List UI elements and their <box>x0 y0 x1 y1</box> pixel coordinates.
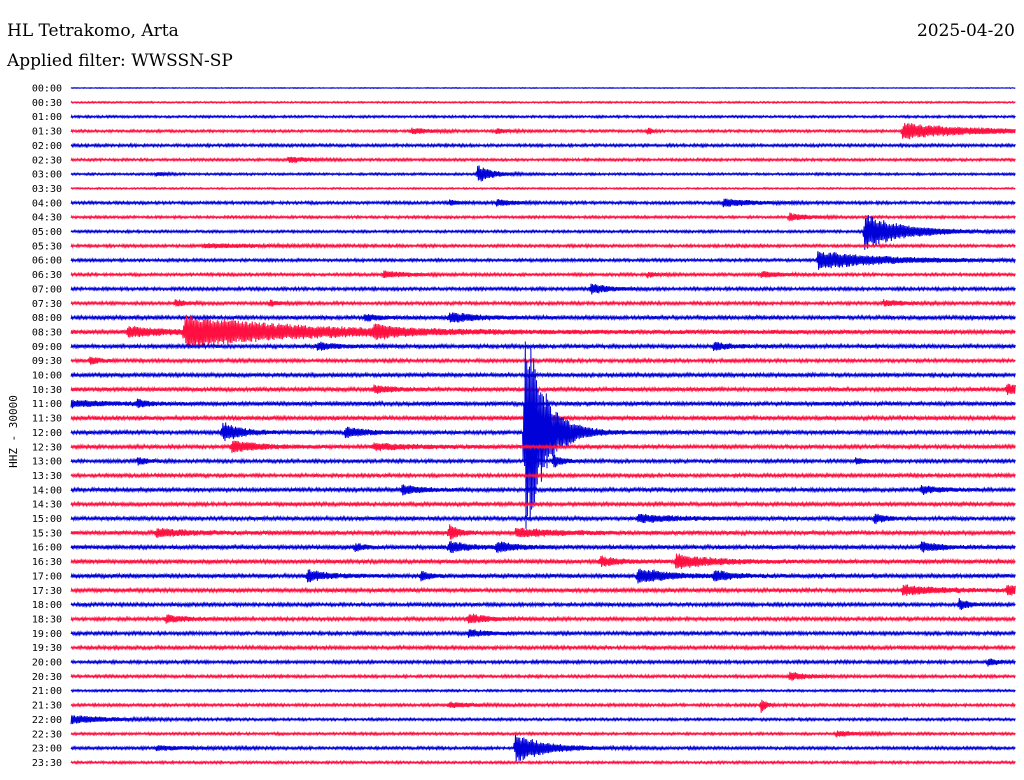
row-time-label: 22:00 <box>32 715 62 726</box>
row-time-label: 18:30 <box>32 614 62 625</box>
row-time-label: 08:00 <box>32 313 62 324</box>
row-time-label: 16:00 <box>32 543 62 554</box>
row-time-label: 14:30 <box>32 500 62 511</box>
row-time-label: 05:30 <box>32 241 62 252</box>
row-time-label: 21:30 <box>32 701 62 712</box>
trace-line <box>70 759 1016 766</box>
trace-line <box>70 341 1016 351</box>
row-time-label: 05:00 <box>32 227 62 238</box>
row-time-label: 09:30 <box>32 356 62 367</box>
trace-line <box>70 629 1016 638</box>
row-time-label: 12:30 <box>32 442 62 453</box>
trace-line <box>70 671 1016 681</box>
trace-line <box>70 186 1016 191</box>
trace-line <box>70 270 1016 279</box>
row-time-label: 11:00 <box>32 399 62 410</box>
trace-line <box>70 383 1016 396</box>
trace-line <box>70 553 1016 570</box>
trace-line <box>70 500 1016 508</box>
trace-line <box>70 283 1016 295</box>
trace-line <box>70 658 1016 667</box>
row-time-label: 04:30 <box>32 213 62 224</box>
trace-line <box>70 100 1016 105</box>
trace-line <box>70 597 1016 610</box>
row-time-label: 19:00 <box>32 629 62 640</box>
row-time-label: 06:00 <box>32 256 62 267</box>
trace-line <box>70 730 1016 738</box>
trace-line <box>70 212 1016 222</box>
row-time-label: 13:00 <box>32 457 62 468</box>
row-time-label: 19:30 <box>32 643 62 654</box>
row-time-label: 12:00 <box>32 428 62 439</box>
trace-line <box>70 156 1016 163</box>
row-time-label: 11:30 <box>32 414 62 425</box>
row-time-label: 00:30 <box>32 98 62 109</box>
trace-line <box>70 454 1016 468</box>
row-time-label: 17:00 <box>32 571 62 582</box>
trace-line <box>70 341 1016 529</box>
row-time-label: 03:30 <box>32 184 62 195</box>
row-time-label: 04:00 <box>32 198 62 209</box>
row-time-label: 20:30 <box>32 672 62 683</box>
row-time-label: 02:30 <box>32 155 62 166</box>
trace-line <box>70 356 1016 365</box>
trace-line <box>70 122 1016 140</box>
trace-line <box>70 484 1016 496</box>
row-time-label: 23:00 <box>32 744 62 755</box>
trace-line <box>70 734 1016 761</box>
row-time-label: 10:30 <box>32 385 62 396</box>
trace-line <box>70 242 1016 250</box>
trace-line <box>70 471 1016 479</box>
row-time-label: 16:30 <box>32 557 62 568</box>
trace-line <box>70 524 1016 540</box>
row-time-label: 18:00 <box>32 600 62 611</box>
record-date: 2025-04-20 <box>916 21 1015 41</box>
row-time-label: 03:00 <box>32 170 62 181</box>
trace-line <box>70 440 1016 453</box>
row-time-label: 23:30 <box>32 758 62 769</box>
row-time-label: 20:00 <box>32 658 62 669</box>
filter-label: Applied filter: WWSSN-SP <box>7 51 233 71</box>
trace-line <box>70 715 1016 725</box>
trace-line <box>70 699 1016 713</box>
trace-line <box>70 688 1016 694</box>
trace-line <box>70 584 1016 596</box>
trace-line <box>70 613 1016 624</box>
row-time-label: 09:00 <box>32 342 62 353</box>
row-time-label: 15:00 <box>32 514 62 525</box>
trace-line <box>70 312 1016 323</box>
trace-line <box>70 315 1016 349</box>
trace-line <box>70 214 1016 250</box>
trace-line <box>70 198 1016 208</box>
trace-line <box>70 142 1016 149</box>
row-time-label: 00:00 <box>32 84 62 95</box>
row-time-label: 08:30 <box>32 327 62 338</box>
trace-line <box>70 513 1016 525</box>
trace-line <box>70 165 1016 182</box>
row-time-label: 22:30 <box>32 729 62 740</box>
trace-line <box>70 114 1016 120</box>
station-title: HL Tetrakomo, Arta <box>7 21 179 41</box>
row-time-label: 10:00 <box>32 371 62 382</box>
trace-line <box>70 371 1016 379</box>
trace-line <box>70 540 1016 554</box>
trace-line <box>70 568 1016 584</box>
row-time-label: 14:00 <box>32 485 62 496</box>
trace-line <box>70 299 1016 307</box>
row-time-label: 01:30 <box>32 127 62 138</box>
row-time-label: 17:30 <box>32 586 62 597</box>
trace-line <box>70 251 1016 270</box>
row-time-label: 13:30 <box>32 471 62 482</box>
row-time-label: 21:00 <box>32 686 62 697</box>
row-time-label: 07:30 <box>32 299 62 310</box>
trace-line <box>70 86 1016 90</box>
trace-line <box>70 644 1016 652</box>
row-time-label: 07:00 <box>32 284 62 295</box>
row-time-label: 15:30 <box>32 528 62 539</box>
row-time-label: 06:30 <box>32 270 62 281</box>
row-time-label: 02:00 <box>32 141 62 152</box>
row-time-label: 01:00 <box>32 112 62 123</box>
